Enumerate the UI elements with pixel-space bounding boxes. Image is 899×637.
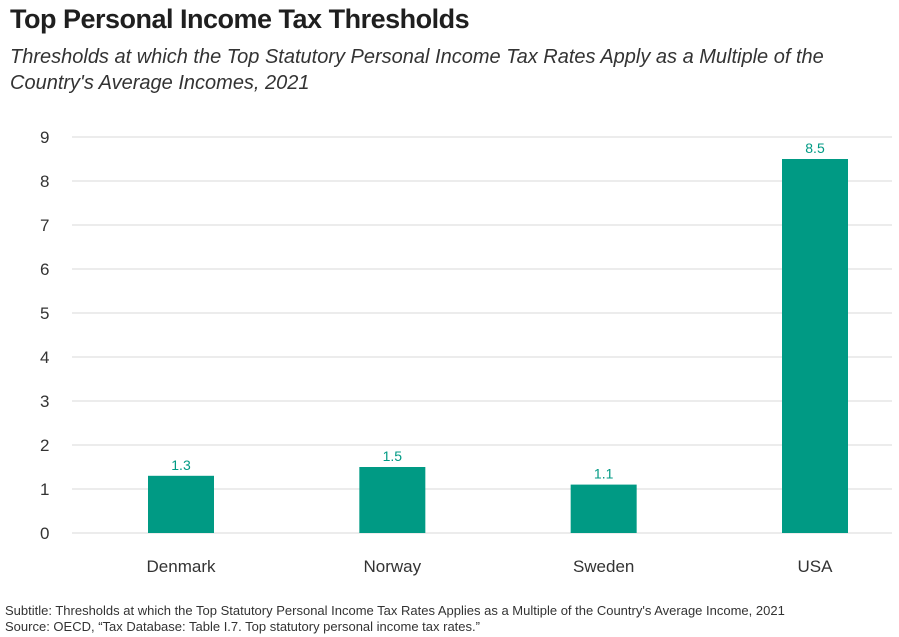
y-tick-label-9: 9 [40, 128, 49, 147]
chart-footer: Subtitle: Thresholds at which the Top St… [5, 603, 895, 635]
y-tick-label-7: 7 [40, 216, 49, 235]
x-tick-label-sweden: Sweden [573, 557, 634, 576]
bar-denmark [148, 475, 214, 533]
x-tick-label-usa: USA [798, 557, 834, 576]
x-tick-label-denmark: Denmark [147, 557, 216, 576]
chart-subtitle: Thresholds at which the Top Statutory Pe… [10, 46, 824, 94]
y-axis-ticks: 0 1 2 3 4 5 6 7 8 9 [40, 128, 49, 543]
data-label-usa: 8.5 [805, 140, 825, 156]
bar-usa [782, 159, 848, 533]
x-tick-label-norway: Norway [364, 557, 422, 576]
chart-title: Top Personal Income Tax Thresholds [10, 4, 470, 34]
footer-note: Subtitle: Thresholds at which the Top St… [5, 603, 785, 618]
y-tick-label-5: 5 [40, 304, 49, 323]
y-tick-label-4: 4 [40, 348, 49, 367]
data-label-norway: 1.5 [383, 448, 403, 464]
bar-sweden [570, 484, 637, 533]
data-labels: 1.3 1.5 1.1 8.5 [171, 140, 825, 482]
bar-norway [359, 467, 426, 533]
y-tick-label-2: 2 [40, 436, 49, 455]
x-axis-ticks: Denmark Norway Sweden USA [147, 557, 834, 576]
y-tick-label-8: 8 [40, 172, 49, 191]
bar-chart: 0 1 2 3 4 5 6 7 8 9 1.3 1.5 1.1 8.5 Denmark Norway Swe… [40, 128, 892, 576]
y-tick-label-3: 3 [40, 392, 49, 411]
y-tick-label-0: 0 [40, 524, 49, 543]
y-tick-label-1: 1 [40, 480, 49, 499]
bars [148, 159, 848, 533]
gridlines [72, 136, 892, 534]
y-tick-label-6: 6 [40, 260, 49, 279]
data-label-sweden: 1.1 [594, 466, 614, 482]
footer-source: Source: OECD, “Tax Database: Table I.7. … [5, 619, 480, 634]
data-label-denmark: 1.3 [171, 457, 191, 473]
